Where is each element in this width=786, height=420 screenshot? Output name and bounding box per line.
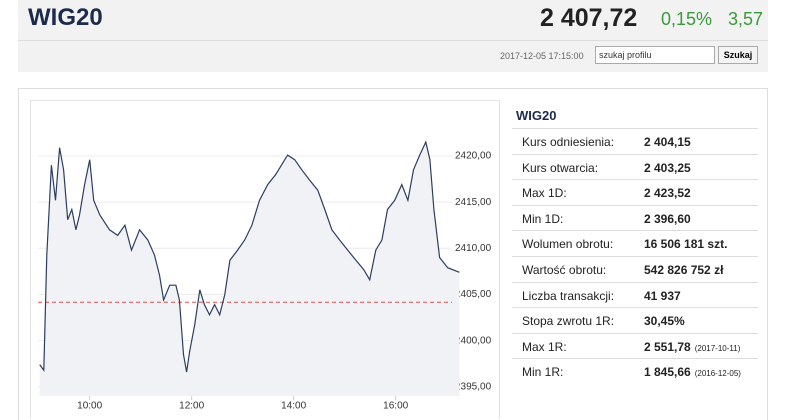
- cell-value: 542 826 752 zł: [644, 263, 724, 277]
- cell-label: Kurs odniesienia:: [522, 135, 615, 149]
- chart: 2395,00 2400,00 2405,00 2410,00 2415,00 2420,…: [30, 100, 500, 419]
- timestamp: 2017-12-05 17:15:00: [500, 51, 584, 61]
- cell-note: (2016-12-05): [694, 369, 741, 379]
- change-pct: 0,15%: [661, 9, 713, 29]
- x-tick-label: 10:00: [77, 401, 102, 412]
- cell-label: Kurs otwarcia:: [522, 160, 599, 175]
- header: WIG20 2 407,72 0,15% 3,57 2017-12-05 17:…: [18, 0, 768, 72]
- panel: [18, 88, 768, 420]
- y-tick-label: 2410,00: [455, 243, 492, 254]
- cell-note: (2017-10-11): [694, 343, 741, 353]
- price: 2 407,72: [540, 4, 638, 32]
- cell-label: Max 1D:: [522, 186, 567, 201]
- area: [39, 142, 460, 396]
- table-row: Max 1D: 2 423,52: [512, 179, 758, 205]
- table-title: WIG20: [516, 108, 557, 123]
- cell-value: 2 396,60: [644, 211, 691, 226]
- cell-label: Liczba transakcji:: [522, 288, 615, 303]
- y-tick-label: 2395,00: [455, 381, 492, 392]
- table-row: Min 1R: 1 845,66 (2016-12-05): [512, 358, 758, 384]
- cell-label: Wolumen obrotu:: [522, 237, 614, 252]
- table-row: Max 1R: 2 551,78 (2017-10-11): [512, 332, 758, 359]
- table-row: Min 1D: 2 396,60: [512, 204, 758, 231]
- table-row: Stopa zwrotu 1R: 30,45%: [512, 307, 758, 333]
- cell-label: Max 1R:: [522, 339, 567, 354]
- cell-label: Wartość obrotu:: [522, 263, 607, 277]
- y-tick-label: 2415,00: [455, 197, 492, 208]
- cell-value: 2 423,52: [644, 186, 691, 201]
- cell-value: 2 403,25: [644, 160, 691, 175]
- x-tick-label: 12:00: [179, 401, 204, 412]
- cell-value: 2 551,78 (2017-10-11): [644, 339, 741, 354]
- y-tick-label: 2420,00: [455, 151, 492, 162]
- change: 3,57: [728, 9, 764, 29]
- cell-label: Min 1R:: [522, 365, 564, 380]
- cell-value: 41 937: [644, 288, 681, 303]
- search-button[interactable]: Szukaj: [718, 46, 758, 64]
- cell-value: 16 506 181 szt.: [644, 237, 728, 252]
- x-tick-label: 16:00: [383, 401, 408, 412]
- cell-label: Min 1D:: [522, 211, 564, 226]
- y-tick-label: 2400,00: [455, 335, 492, 346]
- table-row: Liczba transakcji: 41 937: [512, 281, 758, 308]
- separator: [18, 40, 768, 41]
- chart-frame: [30, 100, 500, 419]
- price-line: [39, 140, 460, 373]
- search-input[interactable]: szukaj profilu: [595, 46, 715, 64]
- table-row: Kurs odniesienia: 2 404,15: [512, 128, 758, 154]
- cell-value: 2 404,15: [644, 135, 691, 149]
- table-row: Wartość obrotu: 542 826 752 zł: [512, 256, 758, 282]
- cell-label: Stopa zwrotu 1R:: [522, 314, 615, 329]
- table-row: Kurs otwarcia: 2 403,25: [512, 153, 758, 180]
- y-tick-label: 2405,00: [455, 289, 492, 300]
- x-tick-label: 14:00: [281, 401, 306, 412]
- cell-value: 1 845,66 (2016-12-05): [644, 365, 741, 380]
- title: WIG20: [28, 4, 103, 31]
- cell-value: 30,45%: [644, 314, 685, 329]
- table-row: Wolumen obrotu: 16 506 181 szt.: [512, 230, 758, 256]
